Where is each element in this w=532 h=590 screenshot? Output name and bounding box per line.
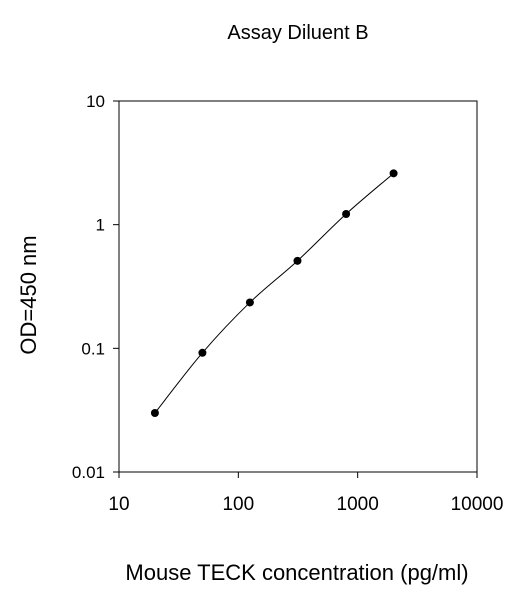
y-tick-label: 0.01: [72, 463, 105, 482]
data-point: [293, 256, 302, 265]
y-tick-label: 0.1: [81, 339, 105, 358]
x-axis-ticks: 10 100 1000 10000: [108, 472, 503, 515]
chart-title: Assay Diluent B: [227, 22, 368, 44]
series-line: [154, 172, 394, 414]
x-tick-label: 100: [222, 494, 254, 515]
y-axis-label: OD=450 nm: [16, 235, 41, 354]
data-point: [342, 209, 351, 218]
x-tick-label: 1000: [337, 494, 379, 515]
data-point: [198, 348, 207, 357]
y-tick-label: 10: [86, 92, 105, 111]
plot-area-frame: [118, 100, 478, 473]
x-tick-label: 10000: [451, 494, 504, 515]
series-group: [150, 169, 398, 417]
data-point: [150, 408, 159, 417]
x-tick-label: 10: [108, 494, 129, 515]
data-point: [245, 298, 254, 307]
y-tick-label: 1: [96, 216, 105, 235]
data-point: [389, 169, 398, 178]
x-axis-label: Mouse TECK concentration (pg/ml): [125, 560, 468, 585]
y-axis-ticks: 0.01 0.1 1 10: [72, 92, 119, 482]
